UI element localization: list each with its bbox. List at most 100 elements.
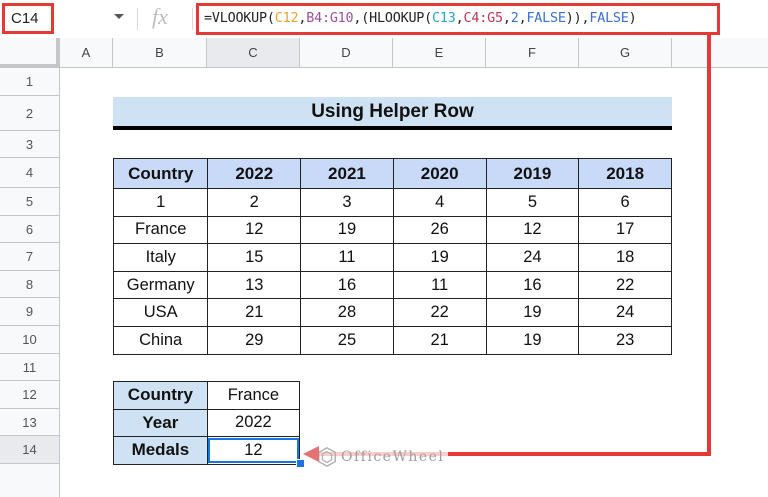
- table-cell[interactable]: 28: [300, 298, 394, 327]
- column-header-g[interactable]: G: [579, 38, 672, 68]
- fill-handle[interactable]: [296, 459, 305, 468]
- formula-token: ,: [298, 11, 307, 26]
- fx-icon: fx: [152, 4, 168, 29]
- table-cell[interactable]: 24: [485, 243, 580, 272]
- table-cell[interactable]: 1: [112, 188, 209, 217]
- table-cell[interactable]: 16: [485, 270, 580, 300]
- header-cell[interactable]: 2020: [392, 158, 487, 189]
- row-header-1[interactable]: 1: [0, 68, 60, 96]
- table-cell[interactable]: 12: [207, 215, 302, 245]
- table-cell[interactable]: 25: [300, 325, 394, 355]
- table-cell[interactable]: 3: [300, 188, 394, 217]
- table-row: Italy 15 11 19 24 18: [112, 243, 672, 272]
- column-header-f[interactable]: F: [486, 38, 579, 68]
- row-header-7[interactable]: 7: [0, 243, 60, 271]
- table-cell[interactable]: 6: [578, 188, 672, 217]
- table-cell[interactable]: 15: [207, 243, 302, 272]
- table-cell[interactable]: 11: [300, 243, 394, 272]
- column-header-e[interactable]: E: [393, 38, 486, 68]
- row-header-11[interactable]: 11: [0, 353, 60, 382]
- header-cell[interactable]: 2022: [207, 158, 302, 189]
- table-cell[interactable]: 18: [578, 243, 672, 272]
- table-cell[interactable]: 22: [392, 298, 487, 327]
- formula-token: ,(HLOOKUP(: [353, 11, 433, 26]
- formula-token: ,: [518, 11, 527, 26]
- lookup-label[interactable]: Medals: [113, 436, 208, 465]
- lookup-table: Country France Year 2022 Medals 12: [113, 381, 301, 465]
- header-cell[interactable]: 2019: [485, 158, 580, 189]
- row-header-12[interactable]: 12: [0, 381, 60, 409]
- header-cell[interactable]: Country: [112, 158, 209, 189]
- officewheel-logo-icon: [318, 446, 336, 468]
- table-cell[interactable]: 4: [392, 188, 487, 217]
- column-header-d[interactable]: D: [300, 38, 393, 68]
- sheet-title[interactable]: Using Helper Row: [113, 97, 672, 130]
- table-cell[interactable]: France: [112, 215, 209, 245]
- lookup-label[interactable]: Country: [113, 381, 208, 410]
- row-header-4[interactable]: 4: [0, 158, 60, 188]
- row-header-13[interactable]: 13: [0, 408, 60, 437]
- row-header-9[interactable]: 9: [0, 298, 60, 326]
- formula-token: FALSE: [526, 11, 566, 26]
- table-row: China 29 25 21 19 23: [112, 325, 672, 355]
- column-header-b[interactable]: B: [113, 38, 207, 68]
- formula-token: FALSE: [589, 11, 629, 26]
- formula-bar-area: C14 fx =VLOOKUP(C12,B4:G10,(HLOOKUP(C13,…: [0, 0, 768, 39]
- medals-table: Country 2022 2021 2020 2019 2018 1 2 3 4…: [112, 158, 672, 355]
- annotation-arrow-line: [707, 35, 711, 456]
- divider: [137, 8, 138, 30]
- table-cell[interactable]: 22: [578, 270, 672, 300]
- table-cell[interactable]: 16: [300, 270, 394, 300]
- column-header-c[interactable]: C: [207, 38, 300, 68]
- row-header-5[interactable]: 5: [0, 188, 60, 216]
- table-cell[interactable]: 19: [392, 243, 487, 272]
- table-header-row: Country 2022 2021 2020 2019 2018: [112, 158, 672, 189]
- table-cell[interactable]: USA: [112, 298, 209, 327]
- table-cell[interactable]: 29: [207, 325, 302, 355]
- table-cell[interactable]: 17: [578, 215, 672, 245]
- column-header-a[interactable]: A: [60, 38, 113, 68]
- row-header-filler: [0, 464, 60, 497]
- table-cell[interactable]: 5: [485, 188, 580, 217]
- table-cell[interactable]: 11: [392, 270, 487, 300]
- select-all-corner[interactable]: [0, 38, 60, 68]
- table-cell[interactable]: 19: [485, 298, 580, 327]
- row-header-14[interactable]: 14: [0, 436, 60, 464]
- table-cell[interactable]: Italy: [112, 243, 209, 272]
- column-header-h[interactable]: [672, 38, 768, 68]
- name-box[interactable]: C14: [2, 3, 54, 34]
- header-cell[interactable]: 2021: [300, 158, 394, 189]
- header-cell[interactable]: 2018: [578, 158, 672, 189]
- active-cell-c14[interactable]: 12: [206, 436, 301, 465]
- table-cell[interactable]: 2: [207, 188, 302, 217]
- formula-token: =VLOOKUP(: [204, 11, 275, 26]
- lookup-label[interactable]: Year: [113, 408, 208, 438]
- row-header-3[interactable]: 3: [0, 131, 60, 158]
- table-cell[interactable]: 19: [485, 325, 580, 355]
- watermark-text: OfficeWheel: [341, 449, 445, 465]
- table-cell[interactable]: 26: [392, 215, 487, 245]
- lookup-year-value[interactable]: 2022: [206, 408, 301, 438]
- formula-token: C4:G5: [463, 11, 504, 26]
- table-cell[interactable]: 13: [207, 270, 302, 300]
- divider: [192, 8, 193, 30]
- table-cell[interactable]: 21: [207, 298, 302, 327]
- lookup-row-medals: Medals 12: [113, 436, 301, 465]
- name-box-dropdown-icon[interactable]: [114, 14, 124, 19]
- table-cell[interactable]: Germany: [112, 270, 209, 300]
- table-cell[interactable]: 23: [578, 325, 672, 355]
- row-header-8[interactable]: 8: [0, 270, 60, 299]
- table-cell[interactable]: China: [112, 325, 209, 355]
- row-header-2[interactable]: 2: [0, 96, 60, 131]
- table-cell[interactable]: 21: [392, 325, 487, 355]
- table-row: France 12 19 26 12 17: [112, 215, 672, 245]
- formula-input[interactable]: =VLOOKUP(C12,B4:G10,(HLOOKUP(C13,C4:G5,2…: [196, 3, 720, 35]
- table-cell[interactable]: 12: [485, 215, 580, 245]
- lookup-row-country: Country France: [113, 381, 301, 410]
- formula-token: C12: [274, 11, 299, 26]
- table-cell[interactable]: 24: [578, 298, 672, 327]
- table-cell[interactable]: 19: [300, 215, 394, 245]
- lookup-country-value[interactable]: France: [206, 381, 301, 410]
- row-header-10[interactable]: 10: [0, 326, 60, 354]
- row-header-6[interactable]: 6: [0, 215, 60, 244]
